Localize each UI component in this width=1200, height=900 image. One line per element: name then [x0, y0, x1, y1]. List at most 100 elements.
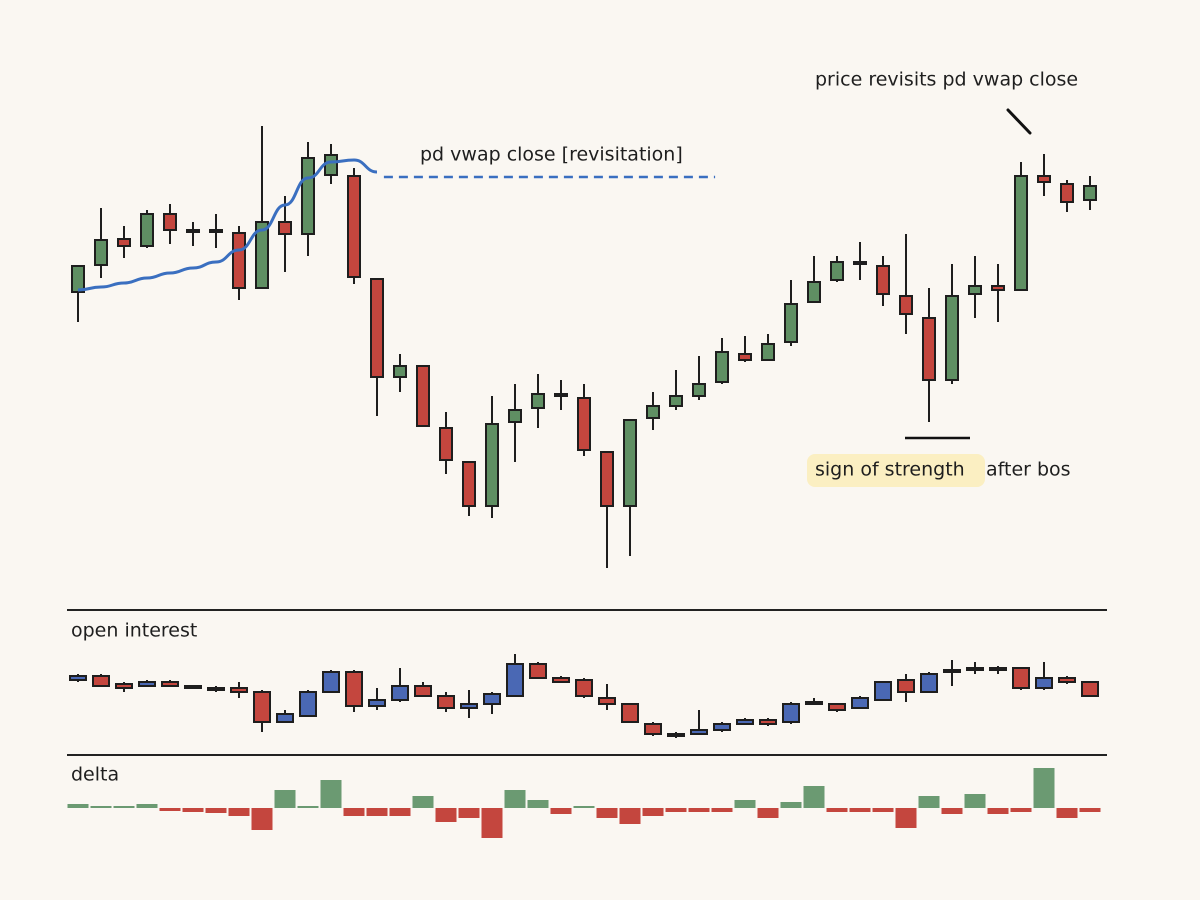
candle-body [94, 239, 108, 266]
candle-body [209, 229, 223, 233]
candle-body [253, 691, 271, 723]
delta-bar [803, 786, 825, 808]
delta-bar [435, 808, 457, 822]
delta-bar [1056, 808, 1078, 818]
candle-body [186, 229, 200, 233]
candle-body [370, 278, 384, 378]
delta-bar [826, 808, 848, 812]
candle-body [117, 238, 131, 247]
delta-bar [67, 804, 89, 808]
candle-body [485, 423, 499, 507]
candle-body [276, 713, 294, 723]
candle-body [736, 719, 754, 725]
delta-bar [918, 796, 940, 808]
candle-body [92, 675, 110, 687]
candle-body [851, 697, 869, 709]
delta-bar [780, 802, 802, 808]
candle-body [460, 703, 478, 709]
panel-title: delta [71, 764, 119, 786]
candle-body [943, 669, 961, 673]
candle-body [991, 285, 1005, 291]
candle-body [531, 393, 545, 409]
delta-bar [458, 808, 480, 818]
candle-body [554, 393, 568, 397]
candle-body [713, 723, 731, 731]
candle-body [738, 353, 752, 361]
delta-bar [688, 808, 710, 812]
candle-body [920, 673, 938, 693]
delta-bar [159, 808, 181, 811]
delta-bar [343, 808, 365, 816]
candle-body [874, 681, 892, 701]
delta-bar [596, 808, 618, 818]
candle-body [715, 351, 729, 383]
delta-bar [251, 808, 273, 830]
delta-bar [1010, 808, 1032, 812]
candle-body [782, 703, 800, 723]
candle-body [1060, 183, 1074, 203]
delta-bar [320, 780, 342, 808]
candle-body [391, 685, 409, 701]
candle-body [347, 175, 361, 278]
candle-body [161, 681, 179, 687]
candle-body [506, 663, 524, 697]
candle-body [483, 693, 501, 705]
candle-body [1081, 681, 1099, 697]
candle-body [598, 697, 616, 705]
candle-body [621, 703, 639, 723]
candle-body [667, 733, 685, 737]
delta-bar [711, 808, 733, 812]
delta-bar [481, 808, 503, 838]
annotation: price revisits pd vwap close [815, 69, 1078, 91]
delta-bar [619, 808, 641, 824]
annotation: after bos [986, 459, 1071, 481]
delta-bar [389, 808, 411, 816]
candle-body [255, 221, 269, 289]
delta-bar [872, 808, 894, 812]
candle-body [393, 365, 407, 378]
candle-body [69, 675, 87, 681]
candle-body [138, 681, 156, 687]
candle-body [784, 303, 798, 343]
candle-body [462, 461, 476, 507]
candle-body [989, 667, 1007, 671]
candle-body [1012, 667, 1030, 689]
candle-body [575, 679, 593, 697]
candle-body [644, 723, 662, 735]
delta-bar [1079, 808, 1101, 812]
candle-body [115, 683, 133, 689]
candle-body [968, 285, 982, 295]
candle-body [692, 383, 706, 397]
delta-bar [182, 808, 204, 812]
vwap-line [77, 158, 378, 292]
candle-body [945, 295, 959, 381]
candle-body [508, 409, 522, 423]
panel-title: open interest [71, 620, 197, 642]
delta-bar [274, 790, 296, 808]
delta-bar [665, 808, 687, 812]
delta-bar [113, 806, 135, 808]
candle-body [623, 419, 637, 507]
candle-body [646, 405, 660, 419]
delta-bar [941, 808, 963, 814]
delta-bar [297, 806, 319, 808]
delta-bar [504, 790, 526, 808]
delta-bar [734, 800, 756, 808]
candle-body [899, 295, 913, 315]
candle-body [140, 213, 154, 247]
candle-body [230, 687, 248, 693]
delta-bar [895, 808, 917, 828]
candle-body [278, 221, 292, 235]
candle-body [1037, 175, 1051, 183]
candle-body [1083, 185, 1097, 201]
candle-body [529, 663, 547, 679]
delta-bar [228, 808, 250, 816]
candle-body [853, 261, 867, 265]
delta-bar [849, 808, 871, 812]
candle-body [1058, 677, 1076, 683]
delta-bar [550, 808, 572, 814]
candle-body [577, 397, 591, 451]
delta-bar [136, 804, 158, 808]
highlight [807, 454, 985, 487]
